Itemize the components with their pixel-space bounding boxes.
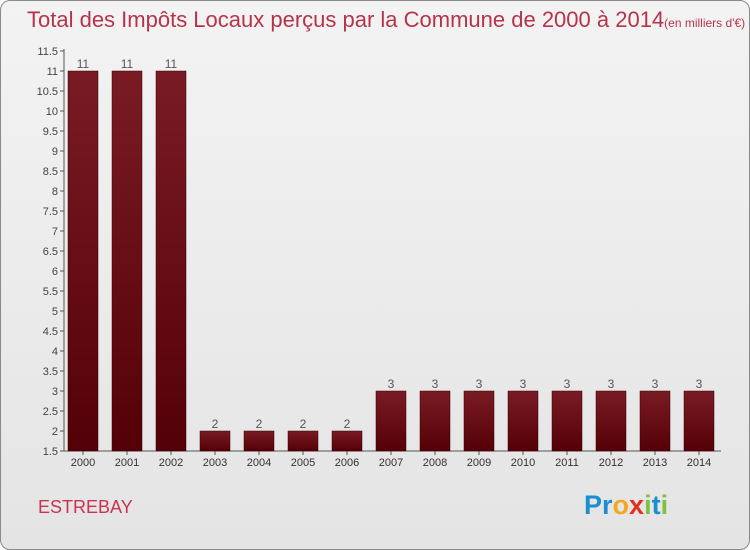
bar-value-label: 3 xyxy=(608,377,615,391)
y-tick-label: 11.5 xyxy=(37,46,58,58)
bar xyxy=(683,390,715,452)
bar xyxy=(595,390,627,452)
x-tick-label: 2005 xyxy=(291,457,315,469)
x-tick-label: 2006 xyxy=(335,457,359,469)
logo-letter: P xyxy=(584,490,603,520)
bar xyxy=(507,390,539,452)
logo-letter: r xyxy=(602,490,613,520)
x-tick-label: 2004 xyxy=(247,457,271,469)
y-tick-label: 2.5 xyxy=(43,406,58,418)
chart-title-main: Total des Impôts Locaux perçus par la Co… xyxy=(27,7,665,32)
bar xyxy=(243,430,275,452)
y-tick-label: 10 xyxy=(46,106,58,118)
y-tick-label: 6.5 xyxy=(43,246,58,258)
bar xyxy=(331,430,363,452)
bar xyxy=(67,70,99,452)
bar xyxy=(199,430,231,452)
y-tick-label: 10.5 xyxy=(37,86,58,98)
bar xyxy=(155,70,187,452)
x-tick-label: 2002 xyxy=(159,457,183,469)
y-tick-label: 9.5 xyxy=(43,126,58,138)
bar-value-label: 2 xyxy=(212,417,219,431)
bar-value-label: 3 xyxy=(476,377,483,391)
y-tick-label: 6 xyxy=(52,266,58,278)
y-tick-label: 1.5 xyxy=(43,446,58,458)
x-tick-label: 2003 xyxy=(203,457,227,469)
y-tick-label: 4 xyxy=(52,346,58,358)
bar xyxy=(639,390,671,452)
bar-value-label: 11 xyxy=(121,57,134,71)
bar xyxy=(419,390,451,452)
y-tick-label: 4.5 xyxy=(43,326,58,338)
bar xyxy=(463,390,495,452)
y-tick-label: 7.5 xyxy=(43,206,58,218)
bar-value-label: 2 xyxy=(256,417,263,431)
y-tick-label: 3 xyxy=(52,386,58,398)
chart-title-unit: (en milliers d'€) xyxy=(664,16,746,30)
logo-letter: t xyxy=(651,490,661,520)
logo-letter: i xyxy=(660,490,669,520)
x-tick-label: 2012 xyxy=(599,457,623,469)
bar xyxy=(287,430,319,452)
bar xyxy=(551,390,583,452)
bar-value-label: 2 xyxy=(300,417,307,431)
x-tick-label: 2010 xyxy=(511,457,535,469)
bar-value-label: 3 xyxy=(520,377,527,391)
y-tick-label: 5 xyxy=(52,306,58,318)
x-tick-label: 2011 xyxy=(555,457,579,469)
x-tick-label: 2013 xyxy=(643,457,667,469)
x-tick-label: 2009 xyxy=(467,457,491,469)
logo-letter: i xyxy=(644,490,652,520)
x-tick-label: 2008 xyxy=(423,457,447,469)
commune-name: ESTREBAY xyxy=(38,497,133,517)
bar-value-label: 11 xyxy=(165,57,178,71)
proxiti-logo: Proxiti xyxy=(584,490,668,521)
y-tick-label: 5.5 xyxy=(43,286,58,298)
y-tick-label: 11 xyxy=(47,66,58,78)
bar-value-label: 3 xyxy=(432,377,439,391)
y-tick-label: 8 xyxy=(52,186,58,198)
bar-value-label: 3 xyxy=(388,377,395,391)
y-tick-label: 7 xyxy=(52,226,58,238)
logo-letter: x xyxy=(629,490,645,520)
bar xyxy=(111,70,143,452)
y-tick-label: 2 xyxy=(52,426,58,438)
bar-value-label: 2 xyxy=(344,417,351,431)
logo-letter: o xyxy=(612,490,630,520)
chart-title: Total des Impôts Locaux perçus par la Co… xyxy=(27,7,745,33)
bar-value-label: 3 xyxy=(696,377,703,391)
x-tick-label: 2000 xyxy=(71,457,95,469)
bar xyxy=(375,390,407,452)
x-tick-label: 2007 xyxy=(379,457,403,469)
y-tick-label: 9 xyxy=(52,146,58,158)
bar-value-label: 11 xyxy=(77,57,90,71)
bar-value-label: 3 xyxy=(652,377,659,391)
y-tick-label: 3.5 xyxy=(43,366,58,378)
x-tick-label: 2001 xyxy=(115,457,139,469)
bar-value-label: 3 xyxy=(564,377,571,391)
x-tick-label: 2014 xyxy=(687,457,711,469)
y-tick-label: 8.5 xyxy=(43,166,58,178)
